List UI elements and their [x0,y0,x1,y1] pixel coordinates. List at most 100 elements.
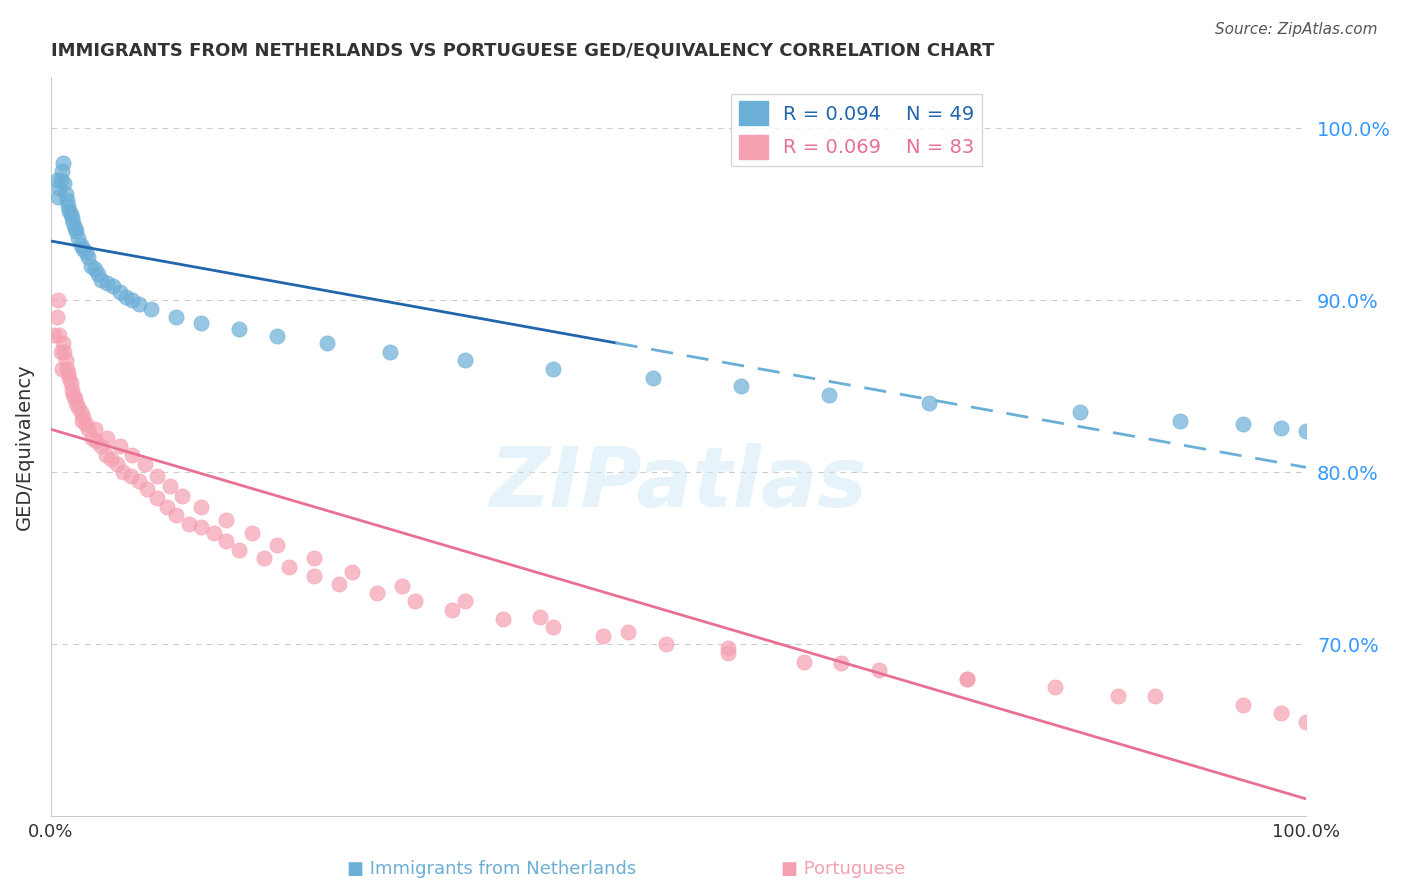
Point [304,551,326,566]
Point [83,262,105,277]
Point [190,316,212,330]
Point [75,417,97,431]
Point [1232,698,1254,712]
Text: ZIPatlas: ZIPatlas [489,443,868,524]
Point [1295,714,1317,729]
Point [378,344,401,359]
Point [62,388,84,402]
Point [1144,689,1167,703]
Point [491,611,513,625]
Point [868,663,890,677]
Point [83,422,105,436]
Point [165,310,187,325]
Point [304,568,326,582]
Point [340,565,363,579]
Point [643,370,665,384]
Point [215,513,238,527]
Point [48,181,70,195]
Point [328,577,350,591]
Point [46,190,69,204]
Point [617,625,640,640]
Point [1107,689,1129,703]
Point [120,468,142,483]
Point [315,336,337,351]
Point [63,221,86,235]
Point [51,362,73,376]
Point [529,609,551,624]
Point [240,525,263,540]
Point [51,164,73,178]
Point [136,483,159,497]
Point [454,353,477,368]
Point [58,366,80,380]
Point [1069,405,1091,419]
Point [266,329,288,343]
Point [1232,417,1254,431]
Point [67,400,90,414]
Point [56,362,79,376]
Point [202,525,225,540]
Point [956,672,979,686]
Point [108,285,131,299]
Text: Source: ZipAtlas.com: Source: ZipAtlas.com [1215,22,1378,37]
Point [1270,706,1292,720]
Point [139,301,162,316]
Point [172,489,194,503]
Point [918,396,941,410]
Point [65,396,87,410]
Point [228,542,250,557]
Point [53,176,76,190]
Point [1270,420,1292,434]
Point [391,579,413,593]
Point [56,194,79,208]
Point [454,594,477,608]
Point [63,392,86,406]
Point [404,594,426,608]
Point [60,383,83,397]
Point [215,534,238,549]
Point [156,500,179,514]
Point [108,440,131,454]
Point [52,336,75,351]
Point [1295,424,1317,438]
Point [62,216,84,230]
Point [159,479,181,493]
Point [58,199,80,213]
Point [1170,414,1192,428]
Point [53,344,76,359]
Point [112,465,135,479]
Point [75,245,97,260]
Point [58,203,80,218]
Point [366,585,388,599]
Point [1043,681,1066,695]
Point [278,560,301,574]
Point [190,520,212,534]
Point [128,296,150,310]
Point [67,231,90,245]
Point [59,207,82,221]
Point [121,293,143,308]
Point [90,272,112,286]
Point [830,657,852,671]
Point [94,448,117,462]
Point [818,388,841,402]
Point [146,468,169,483]
Point [58,370,80,384]
Point [177,516,200,531]
Point [717,646,740,660]
Point [541,362,564,376]
Point [72,410,94,425]
Point [717,640,740,655]
Text: ■ Portuguese: ■ Portuguese [782,860,905,878]
Point [134,457,156,471]
Point [59,376,82,390]
Point [45,173,67,187]
Point [105,457,128,471]
Point [55,186,77,201]
Point [190,500,212,514]
Point [115,290,138,304]
Point [128,474,150,488]
Point [70,414,93,428]
Point [55,353,77,368]
Point [60,211,83,225]
